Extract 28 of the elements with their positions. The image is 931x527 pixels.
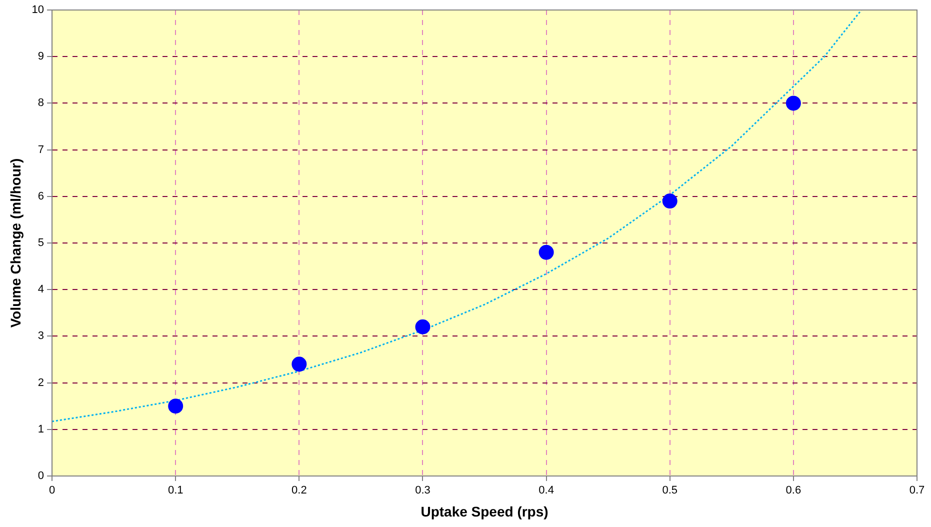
point (415, 319, 430, 334)
x-tick-label: 0.5 (662, 484, 678, 497)
x-tick-label: 0.3 (415, 484, 430, 497)
point (292, 356, 307, 372)
point (662, 194, 678, 209)
x-tick-label: 0.4 (538, 484, 554, 497)
point (168, 398, 184, 414)
line-series (52, 10, 862, 422)
y-tick-label: 2 (38, 376, 44, 389)
y-tick-label: 10 (32, 4, 44, 16)
y-tick-label: 7 (38, 144, 44, 156)
y-tick-label: 9 (38, 50, 44, 63)
point (786, 96, 801, 111)
x-tick-label: 0.2 (292, 484, 307, 497)
x-tick-label: 0.7 (909, 484, 925, 497)
x-tick-label: 0.6 (786, 484, 802, 497)
y-axis-title: Volume Change (ml/hour) (7, 158, 24, 328)
y-tick-label: 4 (38, 284, 44, 296)
y-tick-label: 1 (38, 423, 44, 436)
point (538, 244, 554, 260)
y-tick-label: 5 (38, 237, 44, 250)
y-tick-label: 0 (38, 470, 44, 482)
x-tick-label: 0.1 (168, 484, 184, 497)
y-tick-label: 6 (38, 190, 44, 202)
y-tick-label: 8 (38, 97, 44, 110)
x-tick-label: 0 (48, 484, 56, 497)
x-axis-title: Uptake Speed (rps) (420, 503, 548, 520)
y-tick-label: 3 (38, 330, 44, 342)
